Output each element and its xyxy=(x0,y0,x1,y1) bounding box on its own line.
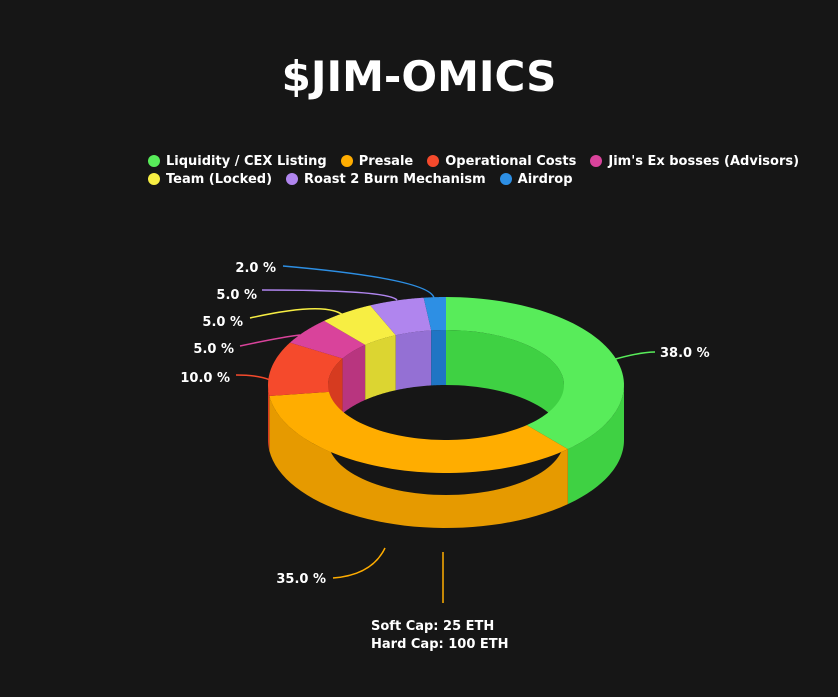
slice-liquidity-cex-listing[interactable] xyxy=(446,297,624,450)
percentage-label: 38.0 % xyxy=(660,346,710,361)
legend-row-1: Liquidity / CEX Listing Presale Operatio… xyxy=(148,152,799,170)
legend-item-operational-costs[interactable]: Operational Costs xyxy=(427,154,576,169)
slice-outer-wall xyxy=(269,396,568,528)
legend-dot-icon xyxy=(340,155,353,167)
chart-title: $JIM-OMICS xyxy=(281,52,557,101)
legend-label: Roast 2 Burn Mechanism xyxy=(304,171,486,187)
slice-inner-wall xyxy=(431,330,446,386)
leader-line xyxy=(282,265,435,299)
slice-inner-wall xyxy=(446,330,564,440)
legend-dot-icon xyxy=(286,173,299,185)
slice-operational-costs[interactable] xyxy=(268,342,343,397)
slice-airdrop[interactable] xyxy=(423,297,446,331)
leader-line xyxy=(249,308,346,319)
legend-label: Team (Locked) xyxy=(166,171,273,187)
slice-outer-wall xyxy=(567,385,624,505)
legend-dot-icon xyxy=(148,173,160,185)
leader-line xyxy=(239,334,301,347)
legend-dot-icon xyxy=(590,155,603,167)
legend-label: Jim's Ex bosses (Advisors) xyxy=(608,153,800,169)
slice-inner-wall xyxy=(342,344,366,414)
legend-item-roast-2-burn[interactable]: Roast 2 Burn Mechanism xyxy=(286,172,486,187)
percentage-label: 35.0 % xyxy=(276,572,326,587)
legend-item-airdrop[interactable]: Airdrop xyxy=(499,171,573,187)
legend-item-team[interactable]: Team (Locked) xyxy=(148,172,272,187)
slice-roast-2-burn-mechanism[interactable] xyxy=(370,297,432,336)
slice-inner-wall xyxy=(365,335,396,400)
percentage-labels: 38.0 % 35.0 % 10.0 % 5.0 % 5.0 % 5.0 % 2.0 % xyxy=(180,261,709,587)
leader-lines xyxy=(235,265,656,603)
hard-cap-text: Hard Cap: 100 ETH xyxy=(371,637,509,652)
legend: Liquidity / CEX Listing Presale Operatio… xyxy=(148,152,799,188)
legend-dot-icon xyxy=(148,155,160,167)
legend-item-liquidity[interactable]: Liquidity / CEX Listing xyxy=(148,154,327,169)
slice-outer-wall xyxy=(268,385,270,452)
percentage-label: 10.0 % xyxy=(180,371,230,386)
leader-line xyxy=(332,547,386,579)
legend-dot-icon xyxy=(427,155,440,167)
leader-line xyxy=(261,289,398,301)
legend-label: Liquidity / CEX Listing xyxy=(166,153,327,169)
percentage-label: 5.0 % xyxy=(193,342,234,357)
legend-item-advisors[interactable]: Jim's Ex bosses (Advisors) xyxy=(590,154,799,169)
slice-inner-wall xyxy=(395,330,432,391)
leader-line xyxy=(611,351,656,361)
legend-label: Presale xyxy=(358,153,414,169)
percentage-label: 5.0 % xyxy=(216,288,257,303)
percentage-label: 2.0 % xyxy=(235,261,276,276)
slice-jim-s-ex-bosses-advisors[interactable] xyxy=(290,320,366,359)
legend-label: Airdrop xyxy=(517,171,573,187)
legend-label: Operational Costs xyxy=(445,153,577,169)
legend-item-presale[interactable]: Presale xyxy=(340,153,414,169)
leader-line xyxy=(235,374,271,381)
soft-cap-text: Soft Cap: 25 ETH xyxy=(371,619,494,634)
legend-dot-icon xyxy=(499,173,512,185)
percentage-label: 5.0 % xyxy=(202,315,243,330)
legend-row-2: Team (Locked) Roast 2 Burn Mechanism Air… xyxy=(148,170,768,188)
slice-presale[interactable] xyxy=(269,391,568,473)
